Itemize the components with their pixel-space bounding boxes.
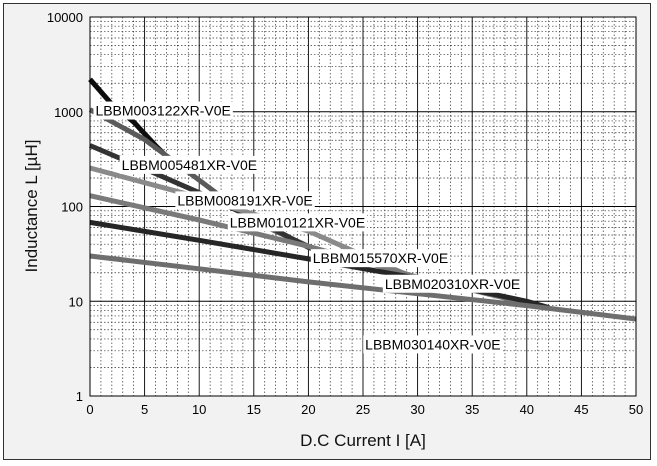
x-tick-label: 45 (574, 402, 588, 417)
x-tick-label: 20 (301, 402, 315, 417)
series-label-lbbm015570xr-v0e: LBBM015570XR-V0E (313, 250, 448, 266)
series-label-background (363, 335, 503, 354)
series-label-lbbm008191xr-v0e: LBBM008191XR-V0E (177, 192, 312, 208)
series-labels: LBBM003122XR-V0E LBBM005481XR-V0E LBBM0081… (93, 101, 523, 354)
series-label-lbbm020310xr-v0e: LBBM020310XR-V0E (385, 276, 520, 292)
series-line-lbbm030140xr-v0e (89, 253, 637, 322)
series-line-lbbm020310xr-v0e (89, 219, 550, 310)
x-tick-label: 10 (192, 402, 206, 417)
series-label-background (310, 249, 451, 268)
x-tick-label: 50 (629, 402, 643, 417)
y-tick-label: 1 (76, 389, 83, 404)
series-label-background (382, 274, 523, 293)
x-axis-ticks: 0 5 10 15 20 25 30 35 40 45 50 (86, 402, 643, 417)
y-tick-label: 1000 (54, 105, 83, 120)
y-tick-label: 100 (61, 200, 83, 215)
y-axis-title: Inductance L [µH] (22, 140, 41, 273)
y-tick-label: 10000 (47, 10, 83, 25)
x-tick-label: 0 (86, 402, 93, 417)
series-label-background (227, 213, 368, 232)
x-tick-label: 15 (247, 402, 261, 417)
series-label-lbbm005481xr-v0e: LBBM005481XR-V0E (122, 157, 257, 173)
y-axis-ticks: 1 10 100 1000 10000 (47, 10, 83, 404)
plot-border (89, 16, 637, 397)
series-label-background (119, 155, 260, 174)
chart-panel: LBBM003122XR-V0E LBBM005481XR-V0E LBBM0081… (3, 3, 651, 460)
y-tick-label: 10 (69, 294, 83, 309)
x-tick-label: 35 (465, 402, 479, 417)
series-label-background (93, 101, 233, 120)
series-label-lbbm010121xr-v0e: LBBM010121XR-V0E (230, 214, 365, 230)
series-label-lbbm003122xr-v0e: LBBM003122XR-V0E (95, 103, 230, 119)
series-label-background (175, 191, 315, 210)
x-tick-label: 25 (356, 402, 370, 417)
x-tick-label: 40 (520, 402, 534, 417)
series-label-lbbm030140xr-v0e: LBBM030140XR-V0E (365, 336, 500, 352)
inductance-chart: LBBM003122XR-V0E LBBM005481XR-V0E LBBM0081… (22, 10, 643, 450)
x-tick-label: 5 (141, 402, 148, 417)
x-axis-title: D.C Current I [A] (300, 431, 426, 450)
x-tick-label: 30 (410, 402, 424, 417)
